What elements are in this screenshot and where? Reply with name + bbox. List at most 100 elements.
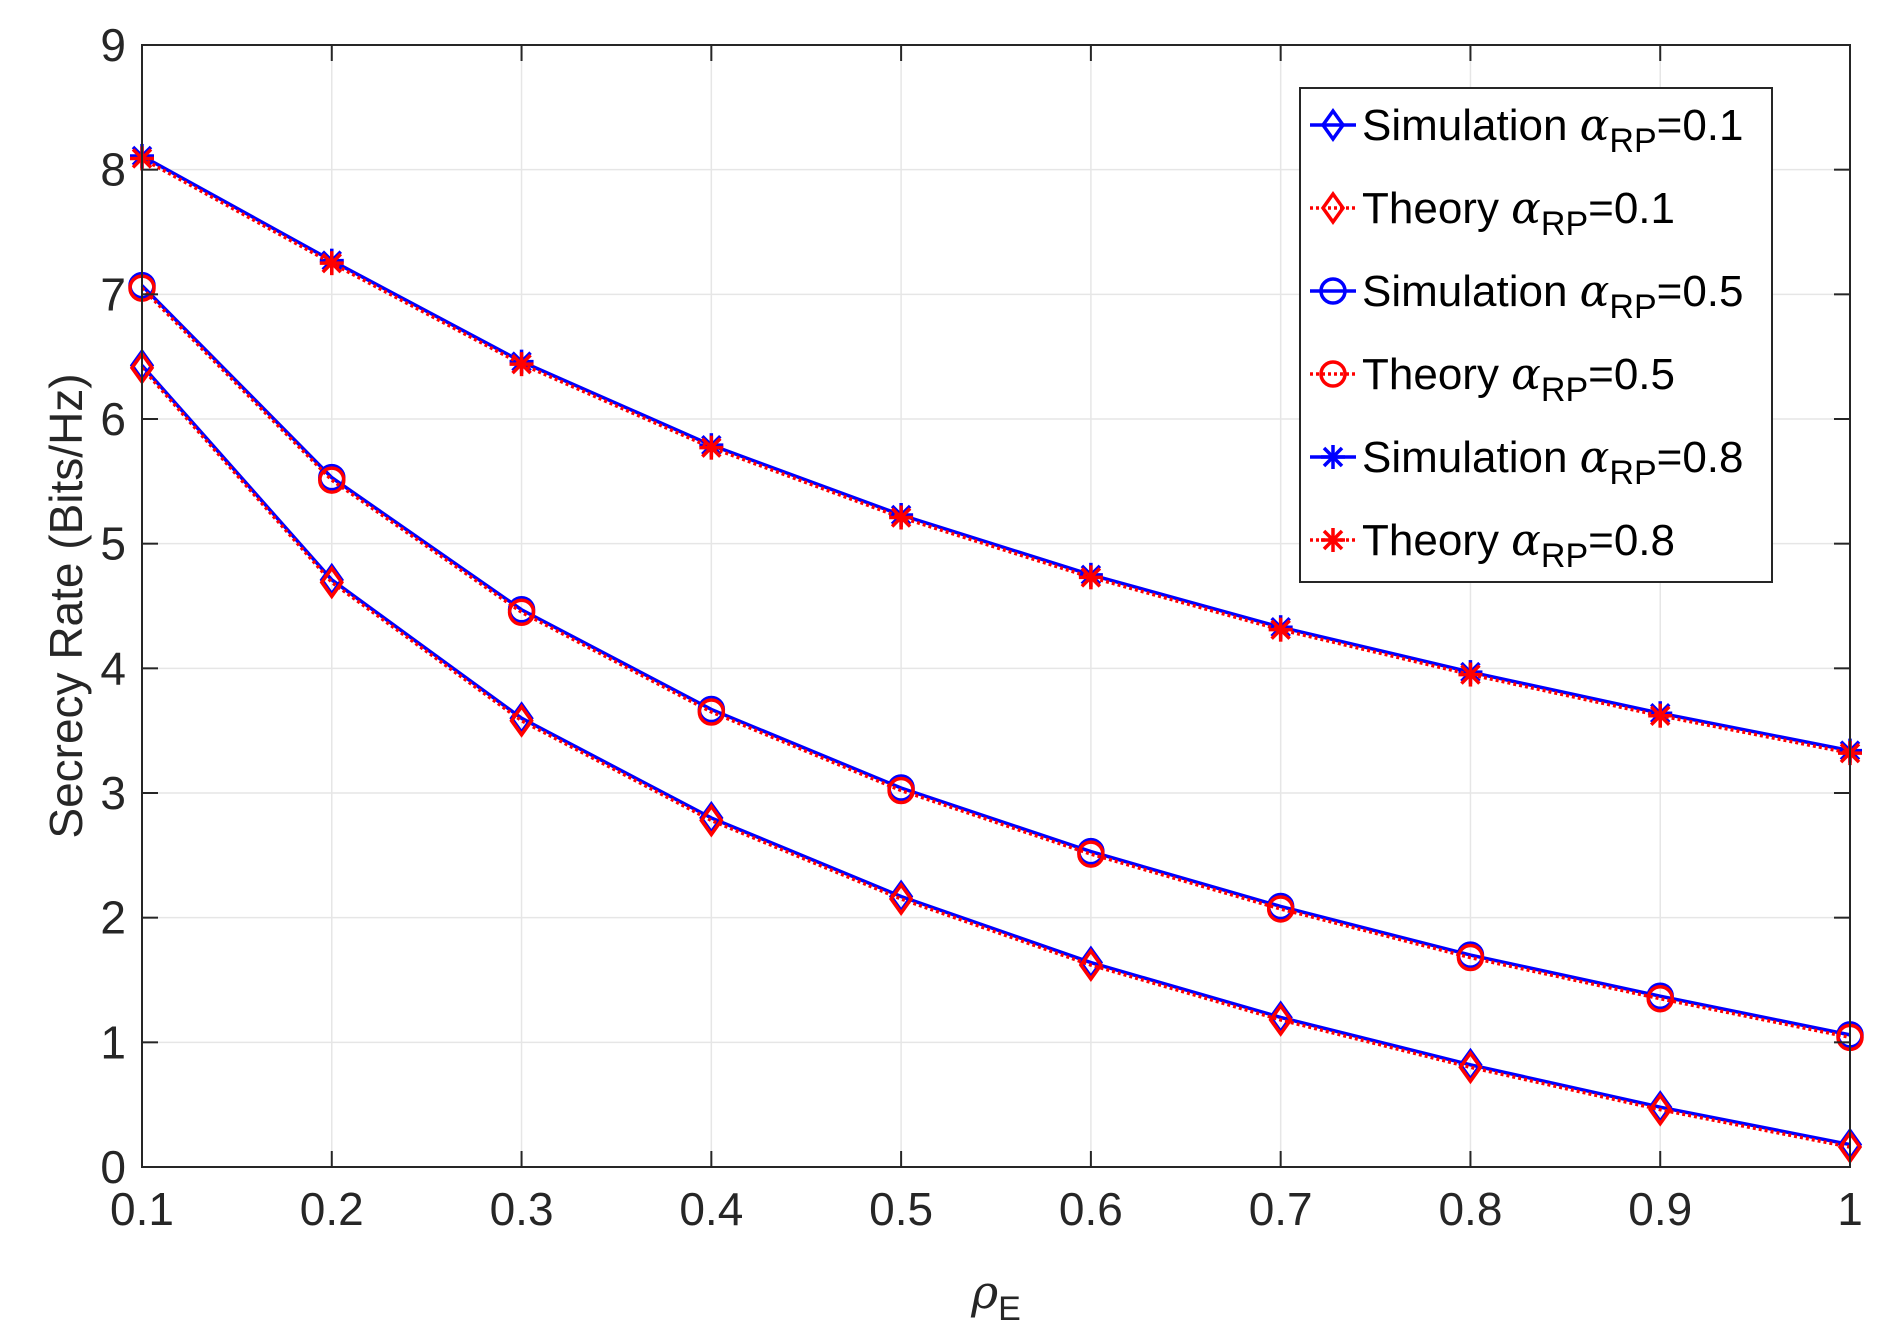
legend-label-suffix: =0.8 — [1588, 516, 1675, 565]
legend-label: Simulation αRP=0.1 — [1362, 100, 1744, 160]
legend-label-symbol: α — [1511, 515, 1541, 566]
data-point-marker — [1268, 1002, 1293, 1037]
data-point-marker — [888, 881, 914, 916]
axis-ticks: 0.1 0.2 0.3 0.4 0.5 0.6 0.7 0.8 0.9 1 0 1 2 3 4 5 6 7 8 9 — [100, 19, 1862, 1235]
series-line — [141, 154, 1851, 753]
legend-label: Simulation αRP=0.8 — [1362, 432, 1744, 492]
legend-marker — [1320, 190, 1346, 226]
data-point-marker — [1266, 895, 1295, 923]
data-point-marker — [1078, 565, 1103, 590]
y-tick-label: 6 — [100, 393, 126, 445]
data-point-marker — [1456, 943, 1485, 972]
legend-marker — [1321, 445, 1345, 469]
data-point-marker — [318, 466, 346, 494]
legend-label-subscript: RP — [1541, 537, 1588, 575]
y-axis-label: Secrecy Rate (Bits/Hz) — [40, 373, 92, 838]
x-axis-label-subscript: E — [998, 1290, 1021, 1328]
legend-label: Simulation αRP=0.5 — [1362, 266, 1744, 326]
legend-label-symbol: α — [1511, 349, 1541, 400]
y-tick-label: 2 — [100, 892, 126, 944]
x-axis-label-symbol: ρ — [970, 1265, 998, 1319]
y-tick-label: 7 — [100, 268, 126, 320]
series-line — [140, 364, 1851, 1147]
data-point-marker — [1078, 948, 1104, 983]
data-point-marker — [1458, 662, 1483, 687]
legend-label-symbol: α — [1580, 432, 1610, 483]
legend-entry: Theory αRP=0.1 — [1310, 183, 1675, 243]
legend-label-symbol: α — [1580, 266, 1610, 317]
x-tick-label: 1 — [1837, 1183, 1863, 1235]
legend-label-suffix: =0.5 — [1588, 350, 1675, 399]
legend-label-prefix: Theory — [1362, 350, 1511, 399]
legend-label: Theory αRP=0.5 — [1362, 349, 1675, 409]
x-tick-label: 0.8 — [1438, 1183, 1502, 1235]
legend-label-subscript: RP — [1609, 288, 1656, 326]
legend-label-subscript: RP — [1609, 454, 1656, 492]
data-point-marker — [1648, 703, 1673, 728]
data-point-marker — [1646, 984, 1674, 1013]
data-point-marker — [1268, 617, 1293, 642]
data-point-marker — [507, 598, 536, 626]
legend-entry: Simulation αRP=0.1 — [1310, 100, 1744, 160]
series-1 — [129, 350, 1863, 1165]
x-tick-label: 0.5 — [869, 1183, 933, 1235]
legend-label-prefix: Simulation — [1362, 267, 1580, 316]
legend-label-symbol: α — [1511, 183, 1541, 234]
legend-label-prefix: Theory — [1362, 516, 1511, 565]
legend-marker — [1319, 277, 1347, 305]
legend-label: Theory αRP=0.8 — [1362, 515, 1675, 575]
x-tick-label: 0.7 — [1249, 1183, 1313, 1235]
data-point-marker — [887, 776, 915, 805]
y-tick-label: 4 — [100, 642, 126, 694]
data-point-marker — [509, 703, 534, 738]
series-layer — [128, 143, 1864, 1165]
legend-entry: Simulation αRP=0.8 — [1310, 432, 1744, 492]
legend-label-suffix: =0.5 — [1657, 267, 1744, 316]
x-tick-label: 0.6 — [1059, 1183, 1123, 1235]
data-point-marker — [697, 698, 726, 726]
x-tick-label: 0.2 — [300, 1183, 364, 1235]
legend-label-prefix: Theory — [1362, 184, 1511, 233]
data-point-marker — [889, 505, 914, 530]
y-tick-label: 8 — [100, 144, 126, 196]
legend-label-subscript: RP — [1609, 122, 1656, 160]
series-line — [140, 284, 1851, 1037]
legend-label-suffix: =0.1 — [1657, 101, 1744, 150]
data-point-marker — [699, 803, 724, 838]
legend-label: Theory αRP=0.1 — [1362, 183, 1675, 243]
y-tick-label: 9 — [100, 19, 126, 71]
legend-entry: Theory αRP=0.8 — [1310, 515, 1675, 575]
data-point-marker — [1458, 1050, 1483, 1085]
data-point-marker — [699, 435, 724, 460]
legend-label-symbol: α — [1580, 100, 1610, 151]
legend-label-subscript: RP — [1541, 205, 1588, 243]
x-tick-label: 0.4 — [679, 1183, 743, 1235]
x-tick-label: 0.1 — [110, 1183, 174, 1235]
series-5 — [130, 146, 1862, 766]
data-point-marker — [319, 565, 344, 600]
legend-entry: Simulation αRP=0.5 — [1310, 266, 1744, 326]
legend-label-subscript: RP — [1541, 371, 1588, 409]
y-tick-label: 3 — [100, 767, 126, 819]
data-point-marker — [319, 251, 344, 276]
legend-marker — [1320, 107, 1346, 143]
legend-entry: Theory αRP=0.5 — [1310, 349, 1675, 409]
legend-label-suffix: =0.8 — [1657, 433, 1744, 482]
y-tick-label: 1 — [100, 1016, 126, 1068]
legend-box — [1299, 87, 1773, 583]
series-line — [141, 156, 1851, 755]
legend-marker — [1319, 360, 1347, 388]
legend-marker — [1321, 528, 1345, 552]
plot-frame — [141, 44, 1851, 1168]
y-tick-label: 5 — [100, 518, 126, 570]
series-line — [140, 286, 1851, 1040]
series-line — [140, 366, 1851, 1149]
data-point-marker — [509, 352, 534, 377]
y-tick-label: 0 — [100, 1141, 126, 1193]
x-axis-label: ρE — [970, 1265, 1021, 1328]
x-tick-label: 0.3 — [490, 1183, 554, 1235]
legend-label-prefix: Simulation — [1362, 433, 1580, 482]
legend-label-suffix: =0.1 — [1588, 184, 1675, 233]
